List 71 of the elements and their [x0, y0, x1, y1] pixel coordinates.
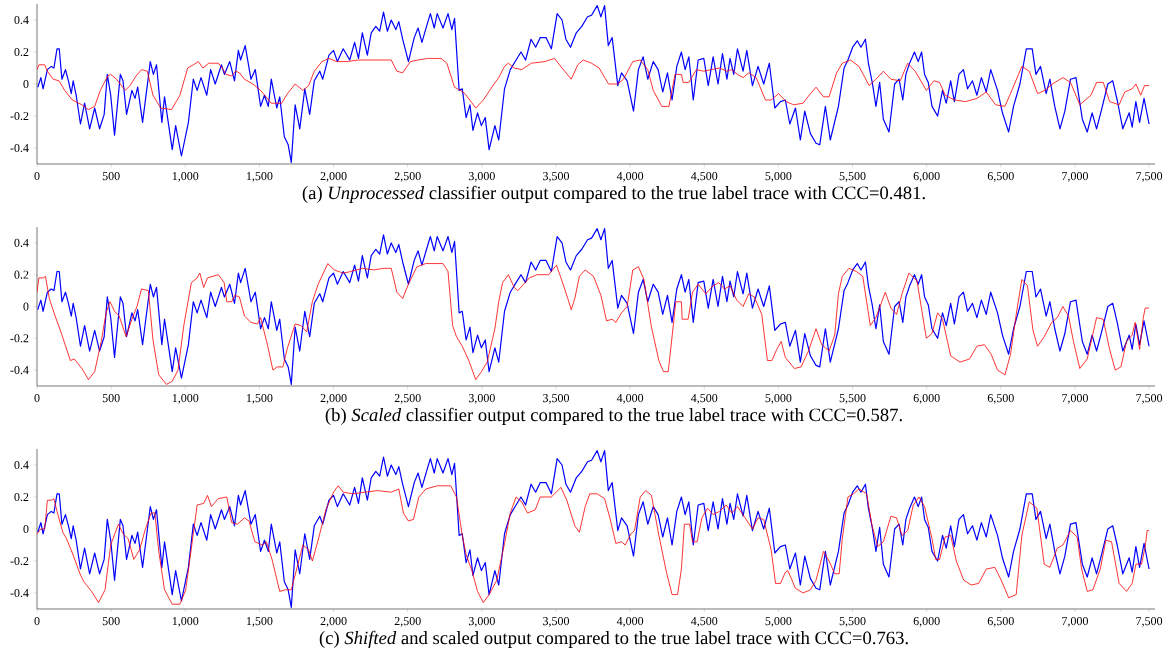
line-series — [37, 227, 1150, 385]
line-series — [37, 263, 1150, 385]
x-tick-label: 3,000 — [468, 394, 495, 404]
x-tick-label: 500 — [102, 394, 120, 403]
y-tick-label: 0 — [23, 524, 29, 534]
x-tick-label: 1,500 — [246, 172, 273, 182]
x-tick-label: 3,500 — [543, 394, 570, 404]
line-series — [37, 485, 1150, 605]
y-tick-label: -0.2 — [10, 111, 29, 121]
y-tick-label: 0.2 — [14, 492, 29, 502]
x-tick-label: 2,000 — [320, 394, 347, 404]
line-series — [37, 5, 1150, 163]
x-tick-label: 3,000 — [468, 172, 495, 182]
x-tick-label: 5,000 — [765, 172, 792, 182]
x-tick-label: 6,000 — [913, 172, 940, 182]
x-tick-label: 500 — [102, 172, 120, 181]
x-tick-label: 7,000 — [1062, 617, 1088, 627]
text: (a) Unprocessed classifier output compared to the true label trace with CCC=0.481. — [302, 185, 925, 203]
x-tick-label: 1,000 — [172, 617, 199, 627]
x-tick-label: 5,500 — [839, 172, 866, 182]
y-tick-label: -0.4 — [10, 143, 29, 153]
x-tick-label: 6,000 — [913, 394, 940, 404]
x-tick-label: 4,000 — [616, 172, 644, 182]
x-tick-label: 4,000 — [616, 394, 644, 404]
x-tick-label: 2,500 — [394, 172, 421, 182]
x-tick-label: 6,000 — [913, 617, 940, 627]
x-tick-label: 2,000 — [320, 172, 347, 182]
x-tick-label: 3,500 — [543, 172, 570, 182]
x-tick-label: 5,000 — [765, 394, 792, 404]
x-tick-label: 1,500 — [246, 617, 273, 627]
line-series — [37, 450, 1150, 608]
x-tick-label: 4,500 — [690, 394, 718, 404]
y-tick-label: 0.4 — [14, 15, 29, 25]
text: (c) Shifted and scaled output compared to the true label trace with CCC=0.763. — [319, 630, 908, 648]
y-tick-label: 0.4 — [14, 238, 29, 247]
y-tick-label: 0.2 — [14, 47, 29, 57]
x-tick-label: 7,500 — [1136, 172, 1163, 182]
x-tick-label: 2,500 — [394, 617, 421, 627]
x-tick-label: 6,500 — [987, 172, 1014, 182]
x-tick-label: 6,500 — [987, 394, 1014, 404]
x-tick-label: 0 — [34, 172, 40, 181]
x-tick-label: 7,500 — [1136, 617, 1163, 627]
x-tick-label: 7,000 — [1062, 394, 1088, 404]
x-tick-label: 2,500 — [394, 394, 421, 404]
y-tick-label: -0.2 — [10, 334, 29, 343]
x-tick-label: 0 — [34, 617, 40, 626]
x-tick-label: 500 — [102, 617, 120, 626]
x-tick-label: 3,000 — [468, 617, 495, 627]
text: (b) Scaled classifier output compared to the true label trace with CCC=0.587. — [325, 407, 902, 425]
y-tick-label: 0.4 — [14, 460, 29, 470]
x-tick-label: 3,500 — [543, 617, 570, 627]
y-tick-label: 0.2 — [14, 270, 29, 279]
x-tick-label: 1,000 — [172, 172, 199, 182]
x-tick-label: 0 — [34, 394, 40, 403]
x-tick-label: 1,000 — [172, 394, 199, 404]
x-tick-label: 4,500 — [690, 172, 718, 182]
x-tick-label: 4,000 — [616, 617, 644, 627]
x-tick-label: 5,500 — [839, 617, 866, 627]
x-tick-label: 1,500 — [246, 394, 273, 404]
x-tick-label: 5,000 — [765, 617, 792, 627]
x-tick-label: 4,500 — [690, 617, 718, 627]
y-tick-label: 0 — [23, 302, 29, 311]
x-tick-label: 6,500 — [987, 617, 1014, 627]
y-tick-label: -0.4 — [10, 366, 29, 375]
x-tick-label: 7,500 — [1136, 394, 1163, 404]
x-tick-label: 7,000 — [1062, 172, 1088, 182]
y-tick-label: 0 — [23, 79, 29, 89]
y-tick-label: -0.2 — [10, 556, 29, 566]
y-tick-label: -0.4 — [10, 588, 29, 598]
x-tick-label: 2,000 — [320, 617, 347, 627]
x-tick-label: 5,500 — [839, 394, 866, 404]
